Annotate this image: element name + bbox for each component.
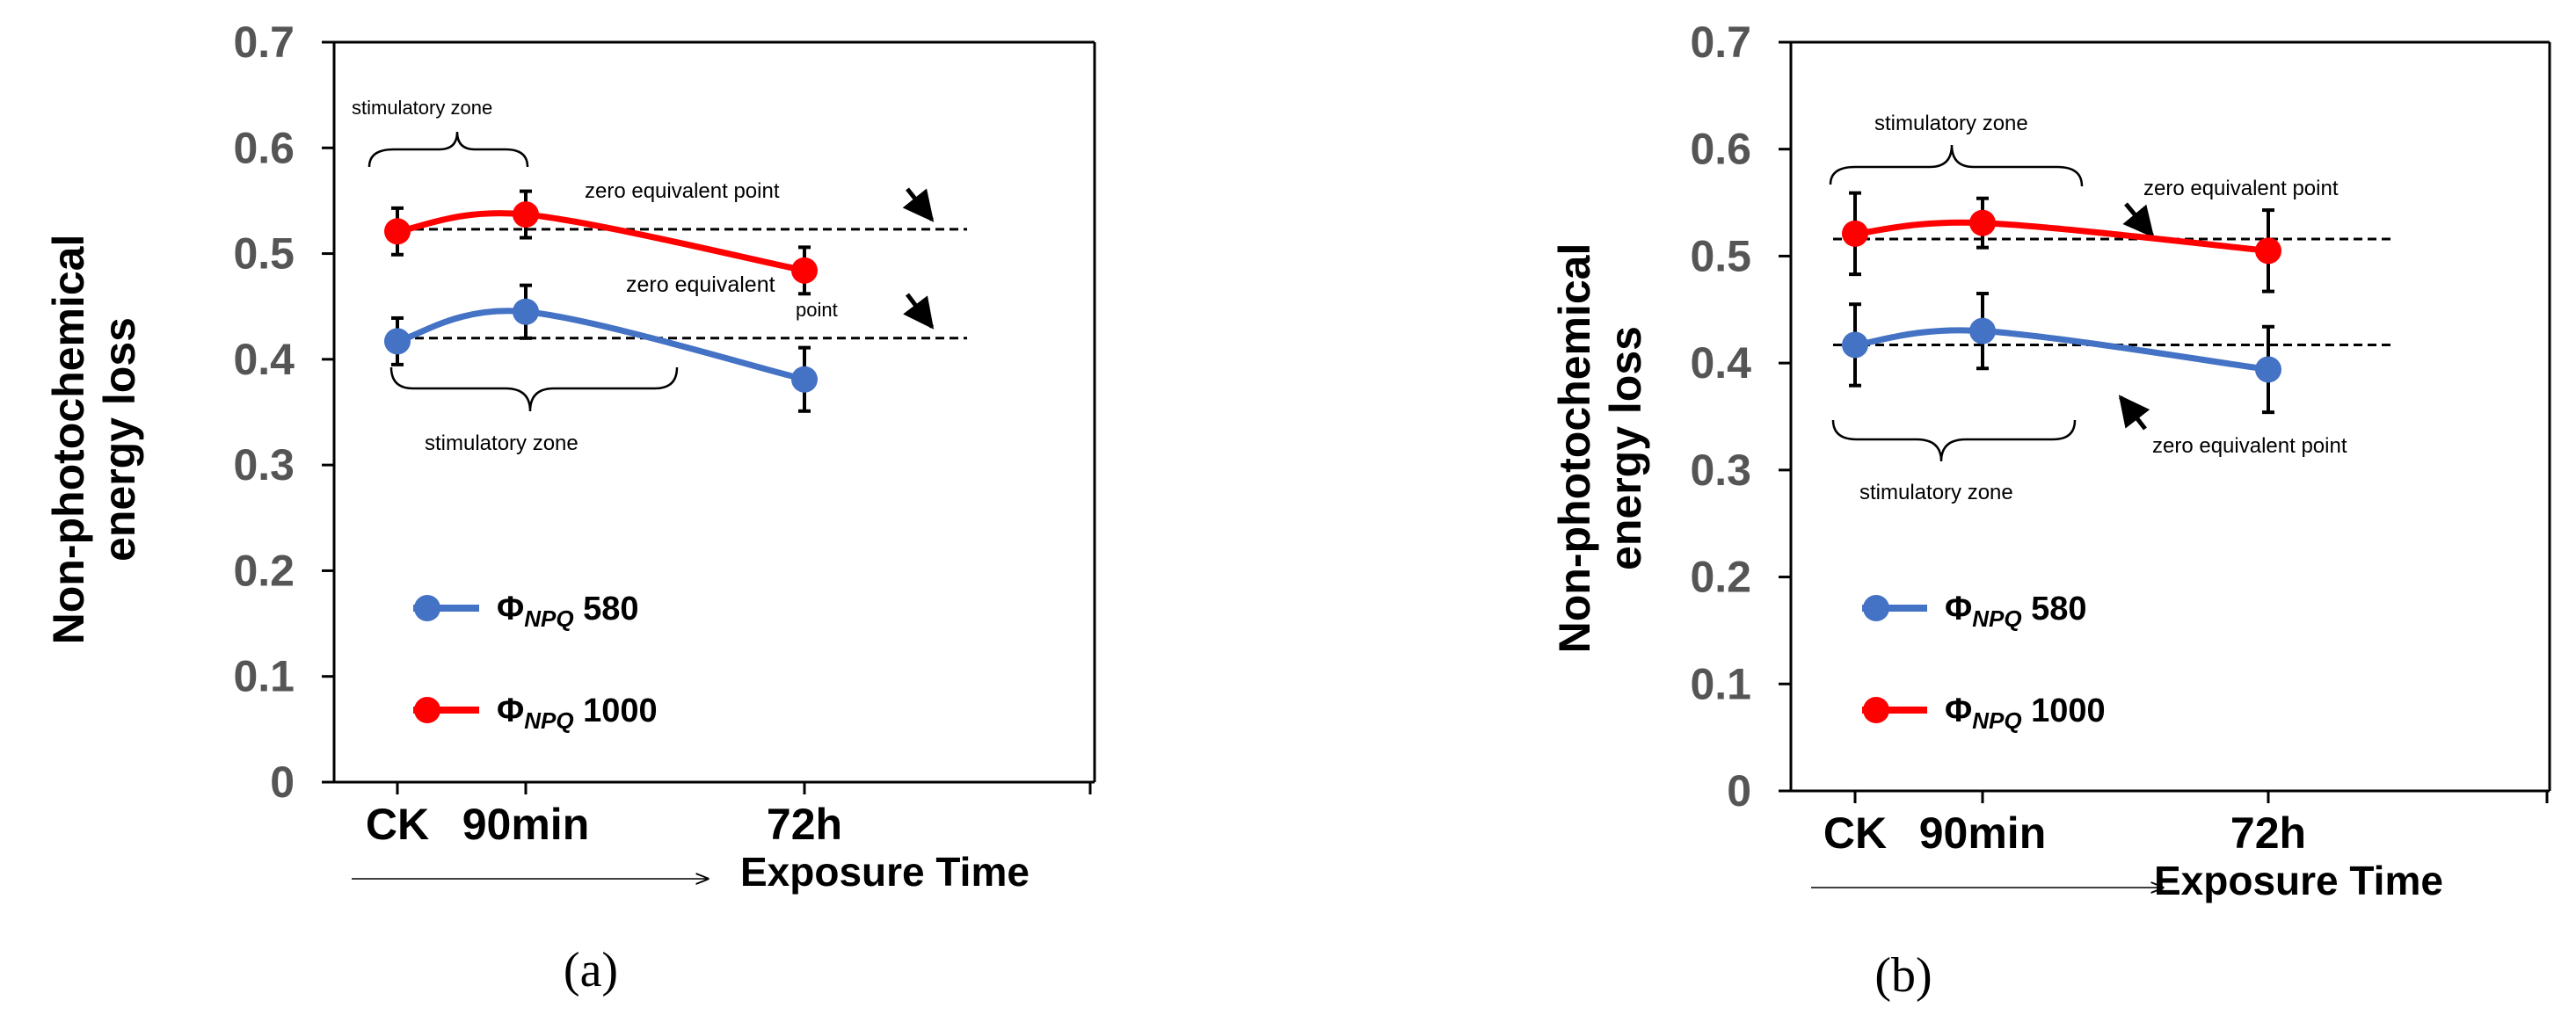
series-line (397, 308, 805, 383)
y-tick-label: 0 (270, 758, 295, 807)
data-point (2255, 356, 2281, 383)
legend-subscript: NPQ (524, 707, 573, 734)
y-tick-label: 0 (1727, 766, 1751, 816)
data-point (384, 328, 411, 355)
series-line (397, 210, 805, 274)
y-tick-label: 0.5 (1690, 231, 1751, 280)
data-point (513, 298, 539, 325)
x-tick-label: CK (1823, 808, 1887, 858)
annotation-stimulatory-zone-top: stimulatory zone (1874, 112, 2028, 135)
data-point (1969, 317, 1996, 344)
brace-top (367, 131, 529, 168)
annotation-stimulatory-zone-top: stimulatory zone (352, 97, 492, 119)
y-tick-label: 0.5 (233, 229, 295, 279)
y-tick-label: 0.6 (233, 123, 295, 172)
legend-label: ΦNPQ 580 (1945, 591, 2087, 632)
y-tick-label: 0.2 (233, 546, 295, 595)
annotation-zero-mid-2: point (796, 299, 838, 321)
x-tick-label: CK (366, 800, 429, 849)
y-tick-label: 0.4 (1690, 338, 1751, 388)
legend-symbol: Φ (497, 692, 524, 729)
annotation-zero-mid-1: zero equivalent (626, 272, 775, 297)
data-point (791, 257, 818, 284)
x-tick-label: 90min (1919, 808, 2047, 858)
series-line (1854, 327, 2269, 373)
legend-label: ΦNPQ 1000 (497, 692, 658, 734)
y-axis-label-line2: energy loss (1601, 326, 1650, 570)
legend-wavelength: 1000 (574, 692, 658, 729)
data-point (1842, 220, 1868, 247)
legend-symbol: Φ (1945, 591, 1972, 627)
legend-subscript: NPQ (1972, 605, 2021, 632)
y-tick-label: 0.7 (1690, 18, 1751, 67)
y-tick-label: 0.7 (233, 18, 295, 67)
legend-subscript: NPQ (1972, 707, 2021, 734)
legend-subscript: NPQ (524, 605, 573, 632)
chart-panel-b: Non-photochemical energy loss 0 0.1 0.2 0.3… (1550, 18, 2551, 1003)
brace-bottom (1831, 419, 2077, 462)
y-tick-label: 0.3 (233, 440, 295, 489)
legend-marker (414, 595, 440, 621)
annotation-stimulatory-zone-bottom: stimulatory zone (1859, 481, 2013, 504)
legend-wavelength: 580 (2022, 591, 2087, 627)
y-tick-label: 0.3 (1690, 446, 1751, 495)
legend-label: ΦNPQ 580 (497, 591, 639, 632)
annotation-zero-bottom: zero equivalent point (2152, 434, 2347, 458)
legend-wavelength: 1000 (2022, 692, 2106, 729)
brace-bottom (389, 366, 679, 412)
y-tick-label: 0.6 (1690, 125, 1751, 174)
x-axis-label: Exposure Time (2154, 858, 2443, 903)
panel-label-b: (b) (1874, 948, 1932, 1003)
x-tick-label: 90min (462, 800, 590, 849)
data-point (1969, 209, 1996, 236)
arrow-zero-top (2122, 202, 2155, 238)
y-axis-label-line1: Non-photochemical (1550, 243, 1599, 654)
legend-marker (414, 697, 440, 723)
data-point (1842, 331, 1868, 359)
arrow-zero-mid (903, 293, 935, 330)
legend-marker (1863, 595, 1889, 621)
legend-symbol: Φ (497, 591, 524, 627)
data-point (2255, 237, 2281, 265)
chart-panel-a: Non-photochemical energy loss 0 0.1 0.2 0.3… (44, 18, 1096, 997)
y-axis-label-line2: energy loss (95, 317, 144, 562)
legend-label: ΦNPQ 1000 (1945, 692, 2106, 734)
legend-marker (1863, 697, 1889, 723)
series-line (1854, 219, 2269, 254)
panel-label-a: (a) (564, 943, 618, 997)
data-point (791, 366, 818, 393)
annotation-zero-top: zero equivalent point (585, 179, 780, 203)
data-point (384, 218, 411, 245)
x-axis-label: Exposure Time (740, 849, 1030, 895)
brace-top (1829, 144, 2084, 187)
y-tick-label: 0.2 (1690, 553, 1751, 602)
y-tick-label: 0.1 (1690, 659, 1751, 708)
legend-symbol: Φ (1945, 692, 1972, 729)
y-tick-label: 0.1 (233, 652, 295, 701)
annotation-zero-top: zero equivalent point (2143, 177, 2339, 200)
arrow-zero-bottom (2118, 395, 2150, 431)
data-point (513, 201, 539, 228)
annotation-stimulatory-zone-bottom: stimulatory zone (425, 431, 579, 455)
y-axis-label-line1: Non-photochemical (44, 235, 93, 645)
arrow-zero-top (902, 187, 935, 222)
legend-wavelength: 580 (574, 591, 639, 627)
y-tick-label: 0.4 (233, 335, 295, 384)
x-tick-label: 72h (767, 800, 842, 849)
x-tick-label: 72h (2230, 808, 2306, 858)
